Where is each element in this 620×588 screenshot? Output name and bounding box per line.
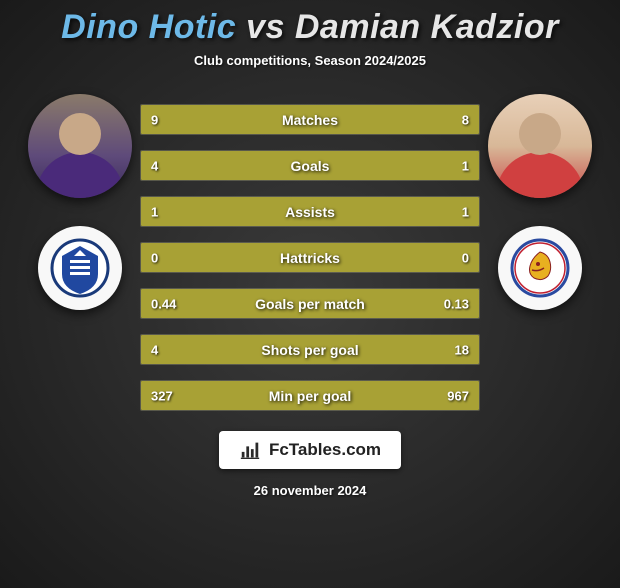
stat-label: Min per goal — [269, 388, 351, 404]
player1-club-crest — [38, 226, 122, 310]
stat-value-left: 1 — [151, 204, 158, 219]
stat-value-right: 0.13 — [444, 296, 469, 311]
player1-name: Dino Hotic — [61, 8, 236, 46]
stat-value-right: 1 — [462, 158, 469, 173]
player2-club-crest — [498, 226, 582, 310]
stat-row: 1 1 Assists — [140, 196, 480, 227]
brand-text: FcTables.com — [269, 440, 381, 460]
subtitle: Club competitions, Season 2024/2025 — [0, 53, 620, 68]
player1-avatar — [28, 94, 132, 198]
comparison-panel: 9 8 Matches 4 1 Goals 1 1 Assists 0 0 Hattricks 0.44… — [0, 94, 620, 411]
stat-row: 9 8 Matches — [140, 104, 480, 135]
lech-poznan-icon — [50, 238, 110, 298]
stat-label: Matches — [282, 112, 338, 128]
stat-value-right: 967 — [447, 388, 469, 403]
bar-fill-right — [310, 197, 479, 226]
stat-value-left: 0.44 — [151, 296, 176, 311]
stat-value-left: 0 — [151, 250, 158, 265]
player2-name: Damian Kadzior — [295, 8, 559, 46]
stat-row: 0 0 Hattricks — [140, 242, 480, 273]
stat-label: Goals per match — [255, 296, 365, 312]
stat-row: 4 18 Shots per goal — [140, 334, 480, 365]
stat-value-right: 8 — [462, 112, 469, 127]
stat-label: Goals — [291, 158, 330, 174]
stat-value-left: 4 — [151, 158, 158, 173]
stat-label: Assists — [285, 204, 335, 220]
stat-bars: 9 8 Matches 4 1 Goals 1 1 Assists 0 0 Hattricks 0.44… — [140, 94, 480, 411]
footer: FcTables.com — [0, 431, 620, 469]
stat-value-left: 9 — [151, 112, 158, 127]
left-side — [20, 94, 140, 310]
player2-avatar — [488, 94, 592, 198]
stat-value-left: 327 — [151, 388, 173, 403]
stat-value-right: 0 — [462, 250, 469, 265]
stat-row: 327 967 Min per goal — [140, 380, 480, 411]
stat-label: Hattricks — [280, 250, 340, 266]
stat-label: Shots per goal — [261, 342, 358, 358]
stat-value-left: 4 — [151, 342, 158, 357]
stat-value-right: 18 — [455, 342, 469, 357]
vs-text: vs — [246, 8, 295, 46]
stat-row: 0.44 0.13 Goals per match — [140, 288, 480, 319]
right-side — [480, 94, 600, 310]
brand-link[interactable]: FcTables.com — [219, 431, 401, 469]
page-title: Dino Hotic vs Damian Kadzior — [0, 8, 620, 47]
date-text: 26 november 2024 — [0, 483, 620, 498]
bar-fill-right — [320, 105, 479, 134]
bar-fill-left — [141, 151, 411, 180]
bar-fill-right — [226, 381, 480, 410]
piast-gliwice-icon — [510, 238, 570, 298]
stat-value-right: 1 — [462, 204, 469, 219]
stat-row: 4 1 Goals — [140, 150, 480, 181]
chart-icon — [239, 439, 261, 461]
